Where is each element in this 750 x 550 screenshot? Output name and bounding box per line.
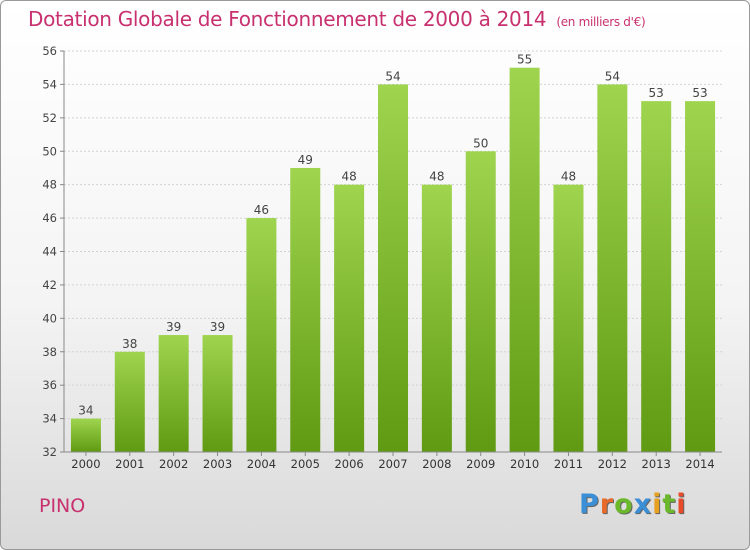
data-labels: 34 38 39 39 46 49 48 54 48 50 55 48 54 53 53 [78, 53, 707, 418]
data-label-2011: 48 [561, 170, 576, 184]
logo-letter: P [579, 489, 600, 520]
bar-2010 [509, 67, 540, 452]
bar-2009 [465, 151, 496, 452]
data-label-2009: 50 [473, 136, 488, 150]
chart-title-text: Dotation Globale de Fonctionnement de 20… [28, 7, 547, 31]
logo-letter: t [662, 489, 677, 520]
bar-2000 [70, 418, 101, 452]
y-tick-label: 44 [42, 245, 57, 259]
x-tick-label-2012: 2012 [598, 457, 627, 471]
logo-letter: o [614, 489, 634, 520]
bar-2005 [290, 167, 321, 453]
logo-letter: i [652, 489, 663, 520]
y-tick-label: 54 [42, 77, 57, 91]
y-tick-label: 38 [42, 345, 57, 359]
data-label-2003: 39 [210, 320, 225, 334]
data-label-2012: 54 [605, 69, 620, 83]
proxiti-logo: Proxiti [579, 489, 687, 520]
chart-title: Dotation Globale de Fonctionnement de 20… [28, 7, 646, 31]
logo-letter: i [676, 489, 687, 520]
data-label-2002: 39 [166, 320, 181, 334]
bar-2001 [114, 351, 145, 452]
data-label-2014: 53 [692, 86, 707, 100]
data-label-2004: 46 [254, 203, 269, 217]
bar-2013 [641, 101, 672, 452]
bar-2007 [378, 84, 408, 453]
x-tick-label-2010: 2010 [510, 457, 539, 471]
logo-letter: r [599, 489, 615, 520]
data-label-2013: 53 [649, 86, 664, 100]
bars [70, 67, 716, 453]
chart-subtitle: (en milliers d'€) [556, 15, 646, 29]
x-tick-label-2007: 2007 [378, 457, 407, 471]
y-tick-label: 52 [42, 111, 57, 125]
bar-2006 [334, 184, 365, 452]
x-tick-label-2005: 2005 [291, 457, 320, 471]
x-tick-label-2002: 2002 [159, 457, 188, 471]
data-label-2008: 48 [429, 170, 444, 184]
y-tick-label: 36 [42, 378, 57, 392]
bar-2008 [421, 184, 452, 452]
logo-letter: x [633, 489, 653, 520]
x-tick-label-2009: 2009 [466, 457, 495, 471]
bar-2012 [597, 84, 628, 453]
y-tick-label: 56 [42, 44, 57, 58]
x-tick-label-2014: 2014 [685, 457, 714, 471]
bar-2004 [246, 218, 277, 452]
x-tick-label-2008: 2008 [422, 457, 451, 471]
x-tick-label-2004: 2004 [247, 457, 276, 471]
data-label-2005: 49 [298, 153, 313, 167]
data-label-2006: 48 [341, 170, 356, 184]
bar-2003 [202, 335, 233, 452]
data-label-2000: 34 [78, 404, 93, 418]
bar-chart: 32 34 36 38 40 42 44 46 48 50 52 54 56 2000 2001 2002 20… [42, 44, 722, 471]
data-label-2010: 55 [517, 53, 532, 67]
data-label-2001: 38 [122, 337, 137, 351]
axes: 32 34 36 38 40 42 44 46 48 50 52 54 56 2000 2001 2002 20… [42, 44, 722, 471]
y-tick-label: 32 [42, 445, 57, 459]
y-tick-label: 34 [42, 412, 57, 426]
x-tick-label-2001: 2001 [115, 457, 144, 471]
commune-name: PINO [39, 495, 86, 517]
y-tick-label: 48 [42, 178, 57, 192]
x-tick-label-2011: 2011 [554, 457, 583, 471]
y-tick-label: 50 [42, 144, 57, 158]
x-tick-label-2003: 2003 [203, 457, 232, 471]
x-tick-label-2013: 2013 [642, 457, 671, 471]
bar-2014 [685, 101, 716, 452]
bar-2002 [158, 335, 189, 452]
x-tick-label-2006: 2006 [334, 457, 363, 471]
bar-2011 [553, 184, 584, 452]
data-label-2007: 54 [385, 69, 400, 83]
y-tick-label: 46 [42, 211, 57, 225]
x-tick-label-2000: 2000 [71, 457, 100, 471]
y-tick-label: 42 [42, 278, 57, 292]
y-tick-label: 40 [42, 311, 57, 325]
